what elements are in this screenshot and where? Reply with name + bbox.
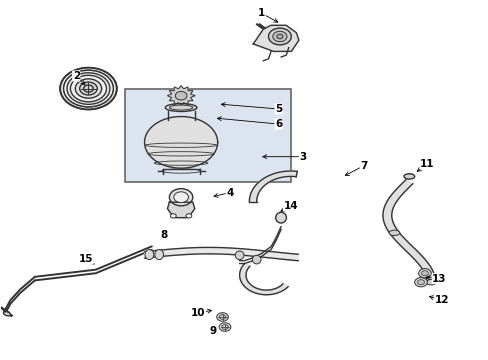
Text: 9: 9 (209, 325, 216, 336)
Text: 8: 8 (160, 230, 167, 239)
Circle shape (60, 68, 117, 109)
Circle shape (418, 269, 430, 278)
Circle shape (268, 28, 291, 45)
Text: 6: 6 (274, 119, 282, 129)
Ellipse shape (235, 251, 244, 260)
Polygon shape (253, 25, 298, 51)
Polygon shape (167, 202, 194, 218)
Ellipse shape (155, 249, 163, 260)
Ellipse shape (252, 255, 261, 264)
Ellipse shape (275, 212, 286, 223)
Circle shape (421, 271, 427, 276)
Ellipse shape (3, 312, 11, 316)
Circle shape (414, 278, 427, 287)
Circle shape (75, 79, 102, 98)
Polygon shape (239, 264, 287, 295)
Circle shape (272, 31, 286, 42)
Circle shape (222, 325, 228, 329)
Text: 14: 14 (283, 201, 298, 211)
Bar (125, 89, 290, 182)
Circle shape (417, 280, 424, 285)
Circle shape (175, 91, 186, 100)
Ellipse shape (169, 105, 192, 110)
Circle shape (83, 85, 93, 92)
Text: 15: 15 (79, 254, 93, 264)
Circle shape (70, 75, 106, 102)
Text: 11: 11 (419, 159, 434, 169)
Ellipse shape (169, 189, 192, 206)
Text: 7: 7 (360, 161, 367, 171)
Circle shape (216, 313, 228, 321)
Text: 1: 1 (257, 8, 264, 18)
Ellipse shape (425, 279, 436, 285)
Polygon shape (167, 86, 194, 106)
Ellipse shape (403, 174, 414, 179)
Circle shape (170, 214, 176, 218)
Ellipse shape (165, 104, 197, 112)
Text: 13: 13 (431, 274, 446, 284)
Text: 3: 3 (299, 152, 306, 162)
Polygon shape (249, 171, 297, 202)
Ellipse shape (388, 230, 399, 235)
Circle shape (219, 323, 230, 331)
Circle shape (67, 73, 110, 104)
Text: 4: 4 (226, 188, 233, 198)
Polygon shape (144, 117, 217, 168)
Circle shape (185, 214, 191, 218)
Polygon shape (382, 180, 435, 282)
Ellipse shape (145, 249, 154, 260)
Circle shape (60, 68, 117, 109)
Text: 5: 5 (274, 104, 282, 114)
Circle shape (63, 70, 113, 107)
Polygon shape (144, 247, 298, 261)
Ellipse shape (173, 192, 188, 203)
Text: 2: 2 (73, 71, 80, 81)
Text: 12: 12 (434, 295, 448, 305)
Circle shape (80, 82, 97, 95)
Circle shape (219, 315, 225, 319)
Text: 10: 10 (190, 308, 205, 318)
Circle shape (276, 34, 283, 39)
